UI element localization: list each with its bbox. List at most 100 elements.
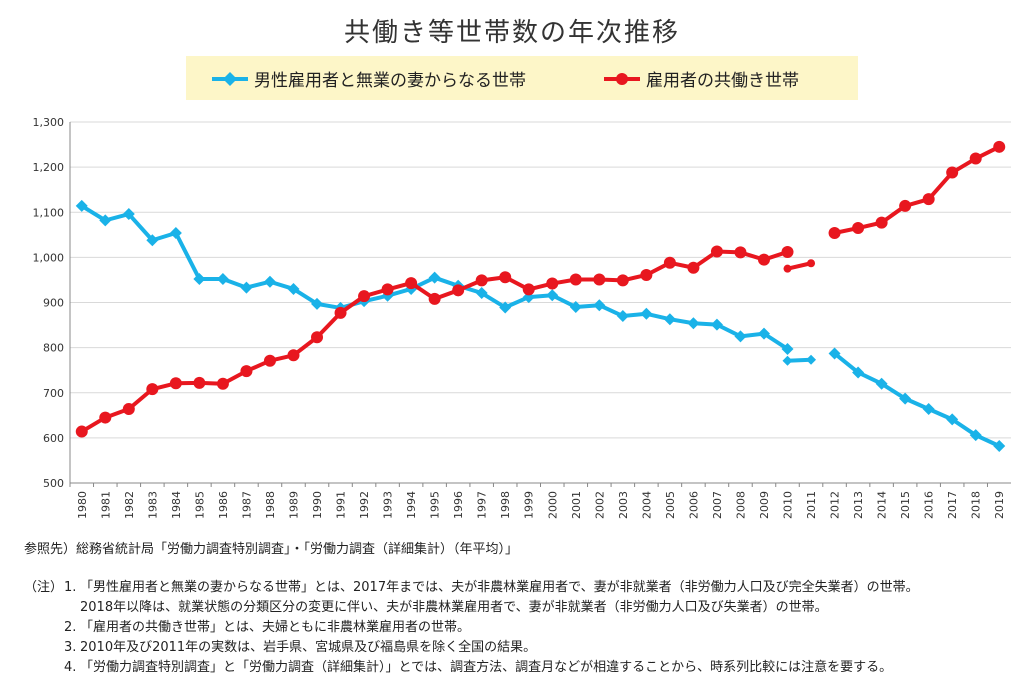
x-tick-label: 1983 — [146, 491, 159, 519]
legend-label-male-single-earner: 男性雇用者と無業の妻からなる世帯 — [254, 71, 526, 91]
data-point — [99, 214, 112, 227]
data-point — [899, 392, 912, 405]
data-point — [922, 402, 935, 415]
x-tick-label: 2011 — [805, 491, 818, 519]
x-tick-label: 2010 — [782, 491, 795, 519]
data-point — [193, 273, 206, 286]
x-tick-label: 1986 — [217, 491, 230, 519]
data-point — [334, 306, 347, 319]
data-point — [593, 273, 606, 286]
x-tick-label: 2002 — [593, 491, 606, 519]
data-point — [875, 377, 888, 390]
data-point — [499, 301, 512, 314]
data-point — [969, 152, 982, 165]
x-tick-label: 1995 — [429, 491, 442, 519]
x-tick-label: 1989 — [287, 491, 300, 519]
data-point — [240, 365, 253, 378]
x-tick-label: 1999 — [523, 491, 536, 519]
data-point — [663, 313, 676, 326]
legend-marker-circle-icon — [604, 72, 640, 85]
data-point — [263, 354, 276, 367]
y-tick-label: 600 — [43, 432, 64, 445]
note-text: 2010年及び2011年の実数は、岩手県、宮城県及び福島県を除く全国の結果。 — [80, 640, 537, 655]
data-point — [546, 277, 559, 290]
data-point — [240, 281, 253, 294]
data-point — [710, 245, 723, 258]
x-tick-label: 1994 — [405, 491, 418, 519]
data-point — [734, 246, 747, 259]
data-point — [757, 253, 770, 266]
data-point — [475, 274, 488, 287]
data-point — [828, 347, 841, 360]
x-tick-label: 2014 — [876, 491, 889, 519]
data-point — [710, 318, 723, 331]
data-point — [946, 166, 959, 179]
data-point — [781, 245, 794, 258]
y-tick-label: 1,100 — [33, 206, 65, 219]
data-point — [734, 330, 747, 343]
data-point — [783, 264, 792, 273]
data-point — [75, 199, 88, 212]
note-number: 1. — [64, 580, 77, 595]
data-point — [475, 287, 488, 300]
source-note: 参照先）総務省統計局「労働力調査特別調査」・「労働力調査（詳細集計）（年平均）」 — [24, 542, 519, 557]
data-point — [852, 222, 865, 235]
data-point — [287, 282, 300, 295]
data-point — [216, 273, 229, 286]
x-tick-label: 2019 — [993, 491, 1006, 519]
data-point — [169, 227, 182, 240]
legend-item-male-single-earner: 男性雇用者と無業の妻からなる世帯 — [210, 66, 526, 91]
x-tick-label: 1984 — [170, 491, 183, 519]
series-male-single-earner — [75, 199, 1006, 452]
note-text: 「労働力調査特別調査」と「労働力調査（詳細集計）」とでは、調査方法、調査月などが… — [80, 660, 893, 675]
data-point — [899, 199, 912, 212]
data-point — [852, 366, 865, 379]
x-tick-label: 2017 — [946, 491, 959, 519]
data-point — [640, 268, 653, 281]
y-tick-label: 700 — [43, 387, 64, 400]
x-tick-label: 2005 — [664, 491, 677, 519]
data-point — [806, 354, 817, 365]
data-point — [146, 234, 159, 247]
data-point — [616, 274, 629, 287]
data-point — [828, 227, 841, 240]
note-number: 3. — [64, 640, 77, 655]
note-text: 「男性雇用者と無業の妻からなる世帯」とは、2017年までは、夫が非農林業雇用者で… — [80, 580, 919, 595]
data-point — [193, 376, 206, 389]
x-tick-label: 2007 — [711, 491, 724, 519]
x-tick-label: 1993 — [382, 491, 395, 519]
data-point — [687, 317, 700, 330]
x-tick-label: 1996 — [452, 491, 465, 519]
x-tick-label: 2004 — [640, 491, 653, 519]
y-tick-label: 800 — [43, 342, 64, 355]
data-point — [640, 307, 653, 320]
y-tick-label: 500 — [43, 477, 64, 490]
x-tick-label: 1981 — [99, 491, 112, 519]
legend: 男性雇用者と無業の妻からなる世帯 雇用者の共働き世帯 — [186, 56, 858, 100]
x-tick-label: 2016 — [923, 491, 936, 519]
x-tick-label: 1998 — [499, 491, 512, 519]
y-tick-label: 1,200 — [33, 161, 65, 174]
data-point — [311, 331, 324, 344]
y-tick-label: 900 — [43, 297, 64, 310]
x-tick-label: 1985 — [193, 491, 206, 519]
data-point — [993, 439, 1006, 452]
data-point — [428, 271, 441, 284]
data-point — [946, 413, 959, 426]
data-point — [146, 383, 159, 396]
x-tick-label: 1991 — [335, 491, 348, 519]
data-point — [569, 301, 582, 314]
data-point — [216, 377, 229, 390]
data-point — [875, 216, 888, 229]
line-chart: 500 600 700 800 900 1,000 1,100 1,200 1,300 1980 1… — [33, 116, 1011, 519]
x-tick-label: 2013 — [852, 491, 865, 519]
data-point — [358, 290, 371, 303]
chart-title: 共働き等世帯数の年次推移 — [343, 18, 680, 48]
x-tick-label: 1988 — [264, 491, 277, 519]
note-number: 2. — [64, 620, 77, 635]
note-prefix: （注） — [24, 580, 64, 595]
data-point — [263, 275, 276, 288]
data-point — [169, 377, 182, 390]
x-tick-label: 2018 — [970, 491, 983, 519]
x-tick-label: 2008 — [734, 491, 747, 519]
